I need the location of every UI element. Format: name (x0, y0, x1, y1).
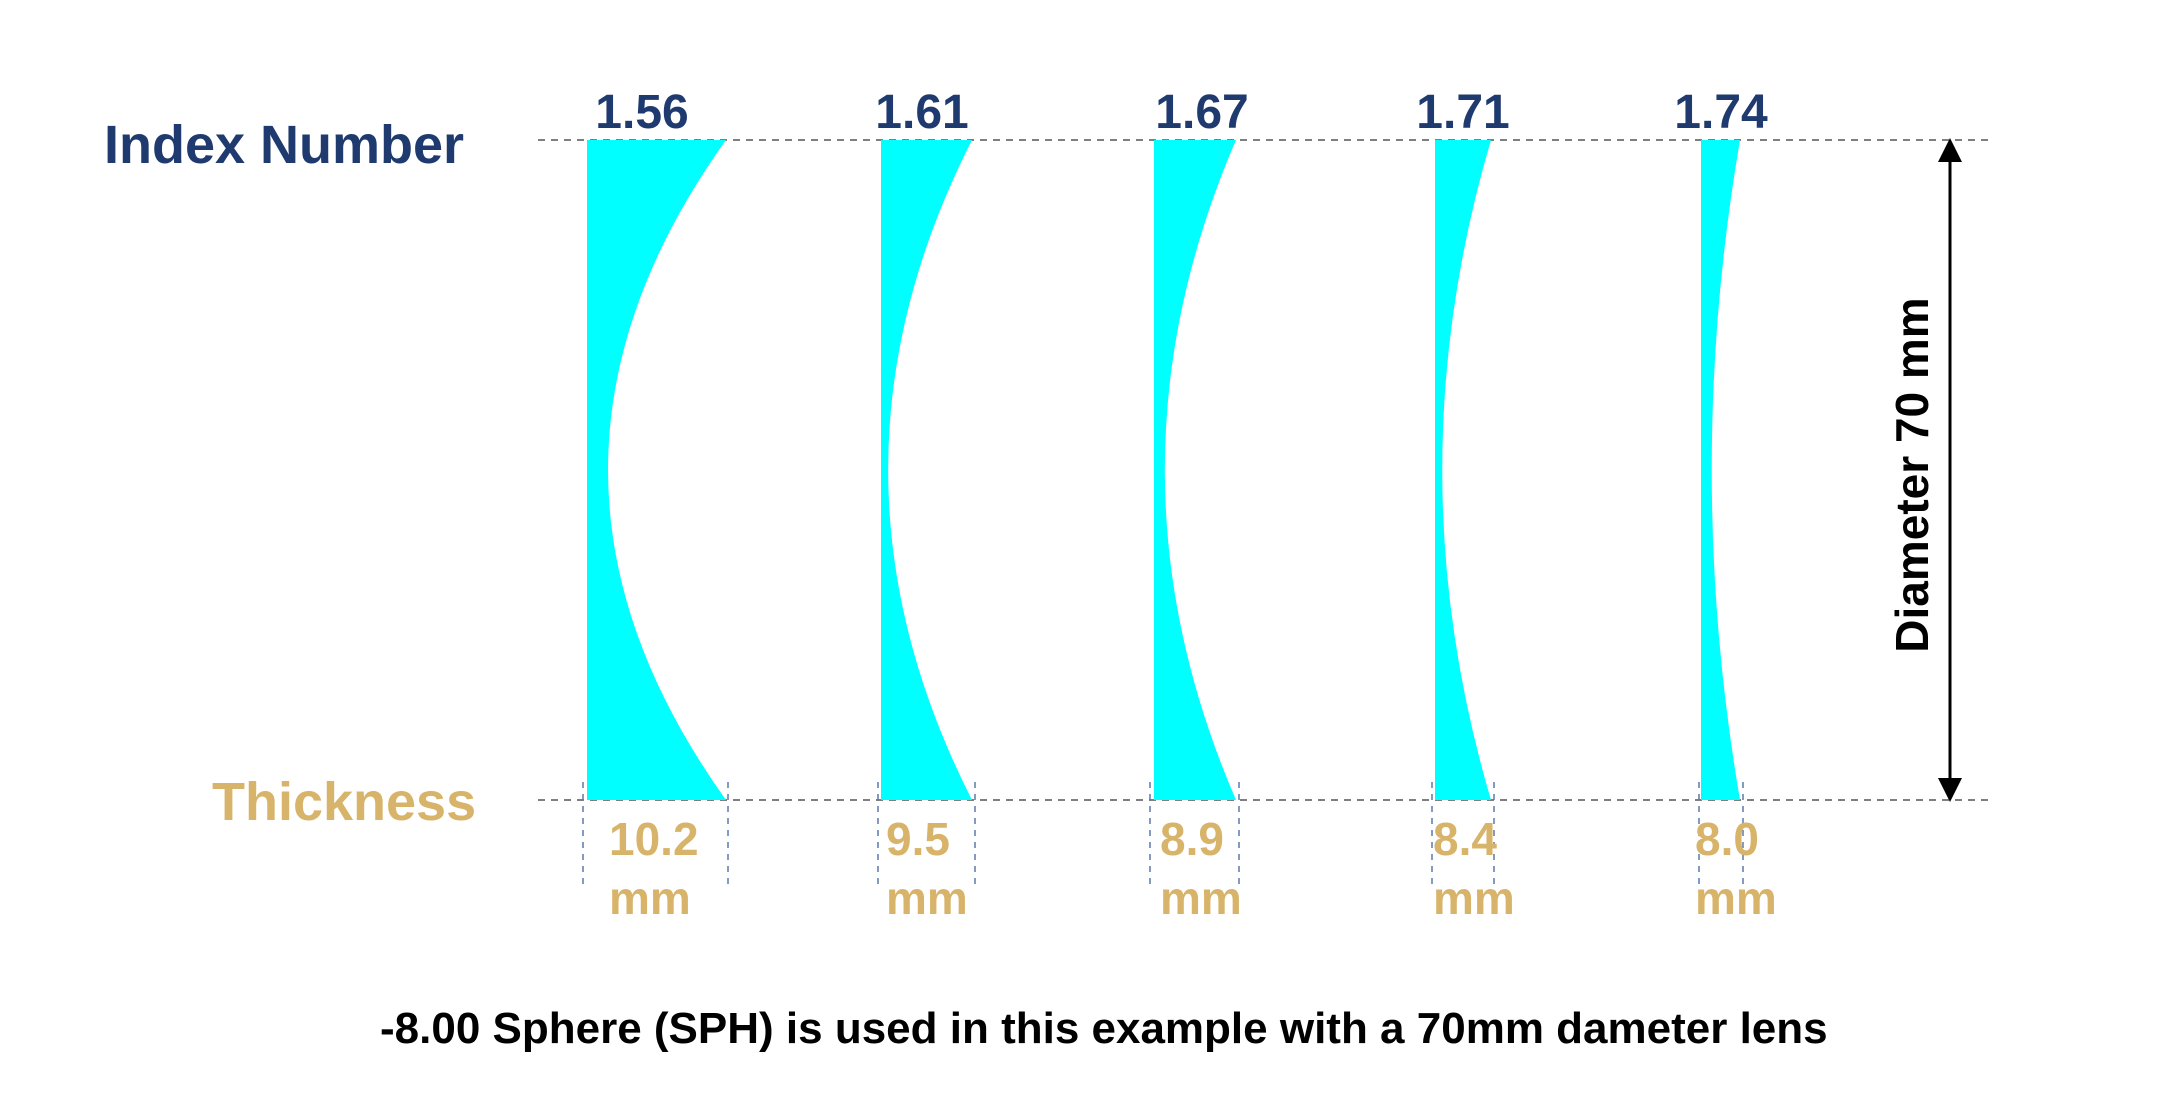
thickness-unit-5: mm (1695, 872, 1777, 924)
lens-shape-5 (1701, 140, 1740, 800)
thickness-unit-4: mm (1433, 872, 1515, 924)
caption: -8.00 Sphere (SPH) is used in this examp… (380, 1004, 1828, 1053)
thickness-unit-3: mm (1160, 872, 1242, 924)
thickness-value-5: 8.0 (1695, 813, 1759, 865)
lens-shape-1 (587, 140, 726, 800)
thickness-label: Thickness (212, 772, 476, 832)
lens-shape-3 (1154, 140, 1236, 800)
lens-shape-4 (1435, 140, 1491, 800)
thickness-value-4: 8.4 (1433, 813, 1497, 865)
index-value-1: 1.56 (595, 86, 688, 139)
index-number-label: Index Number (104, 115, 464, 175)
index-value-5: 1.74 (1674, 86, 1768, 139)
index-value-3: 1.67 (1155, 86, 1248, 139)
thickness-value-1: 10.2 (609, 813, 699, 865)
lens-shape-2 (881, 140, 972, 800)
index-value-4: 1.71 (1416, 86, 1509, 139)
thickness-value-3: 8.9 (1160, 813, 1224, 865)
index-value-2: 1.61 (875, 86, 968, 139)
thickness-unit-2: mm (886, 872, 968, 924)
lens-group: 1.56 10.2 mm 1.61 9.5 mm 1.67 8.9 mm 1.71 8.4 mm 1.7… (582, 86, 1777, 924)
thickness-value-2: 9.5 (886, 813, 950, 865)
diameter-label: Diameter 70 mm (1886, 297, 1938, 652)
thickness-unit-1: mm (609, 872, 691, 924)
